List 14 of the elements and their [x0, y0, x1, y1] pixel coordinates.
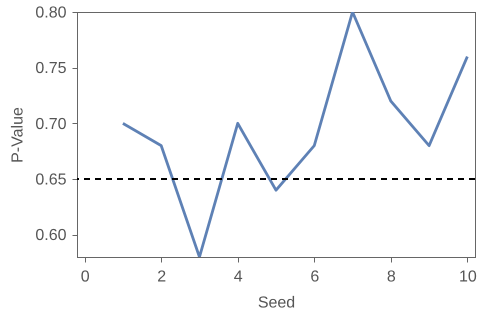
y-tick-label: 0.75	[35, 60, 67, 78]
y-tick-label: 0.60	[35, 227, 67, 244]
x-tick-label: 8	[386, 268, 396, 286]
y-tick-label: 0.65	[35, 172, 67, 189]
line-series	[122, 12, 469, 257]
y-axis-title: P-Value	[9, 107, 26, 163]
x-tick-label: 6	[310, 268, 320, 286]
x-tick-label: 0	[80, 268, 90, 286]
x-tick-label: 10	[458, 268, 477, 286]
x-tick-label: 4	[234, 268, 243, 286]
x-tick-label: 2	[157, 268, 166, 286]
y-tick-label: 0.80	[35, 4, 67, 22]
y-tick-label: 0.70	[35, 116, 67, 133]
x-axis-title: Seed	[258, 294, 296, 312]
